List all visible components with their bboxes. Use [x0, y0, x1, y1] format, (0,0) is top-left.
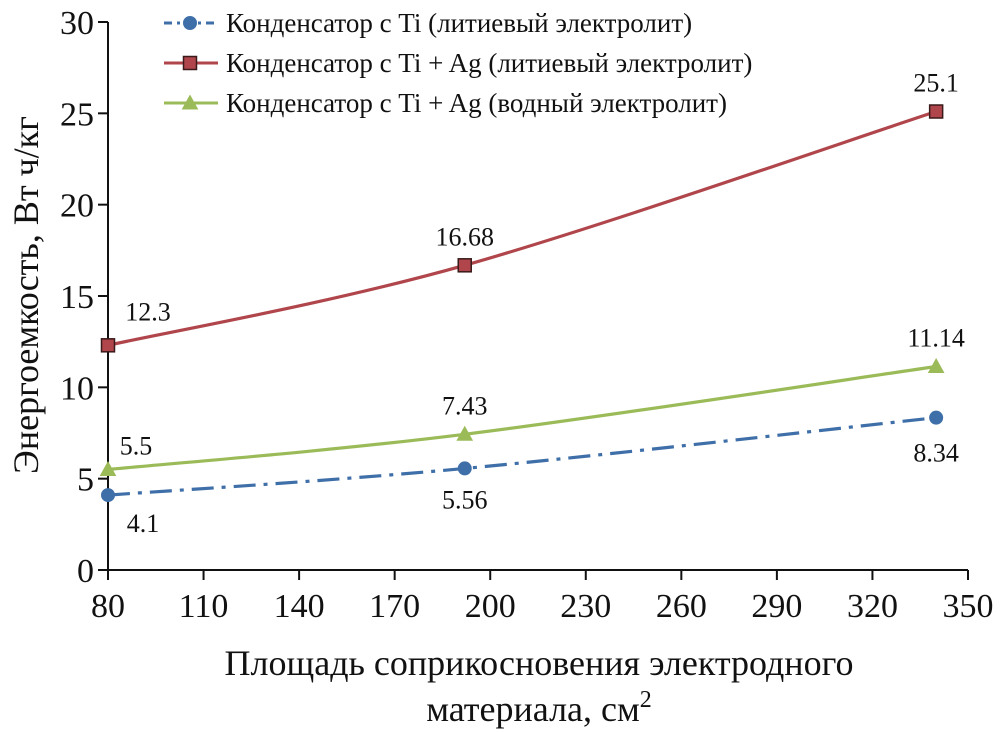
x-tick-label: 110: [179, 588, 229, 625]
legend-marker: [182, 55, 198, 71]
data-point: [456, 425, 474, 441]
data-point: [927, 357, 945, 374]
data-point: [99, 461, 117, 477]
legend-label: Конденсатор с Ti + Ag (водный электролит…: [226, 88, 727, 118]
legend-item-1: Конденсатор с Ti (литиевый электролит): [164, 8, 692, 38]
data-label: 5.5: [120, 432, 153, 461]
x-axis-title: Площадь соприкосновения электродного: [225, 643, 854, 683]
data-label: 16.68: [435, 222, 494, 251]
legend-item-2: Конденсатор с Ti + Ag (литиевый электрол…: [164, 48, 752, 78]
legend-label: Конденсатор с Ti (литиевый электролит): [226, 8, 692, 38]
data-label: 8.34: [913, 439, 959, 468]
legend-marker: [181, 94, 199, 110]
data-point: [100, 338, 116, 353]
data-label: 5.56: [442, 485, 488, 514]
data-point: [928, 104, 944, 119]
data-point: [101, 488, 115, 503]
y-tick-label: 10: [60, 370, 94, 407]
x-tick-label: 350: [943, 588, 994, 625]
series-1: 4.1 5.56 8.34: [101, 410, 959, 538]
data-point: [457, 461, 472, 476]
x-tick-label: 290: [751, 588, 802, 625]
x-tick-label: 170: [369, 588, 420, 625]
legend-item-3: Конденсатор с Ti + Ag (водный электролит…: [164, 88, 727, 118]
series-2: 12.3 16.68 25.1: [100, 69, 959, 353]
legend: Конденсатор с Ti (литиевый электролит) Ко…: [164, 8, 752, 118]
y-tick-label: 30: [60, 5, 94, 42]
data-label: 4.1: [127, 509, 160, 538]
data-point: [929, 410, 944, 425]
y-tick-label: 0: [77, 553, 94, 590]
y-tick-label: 15: [60, 279, 94, 316]
legend-marker: [183, 16, 197, 30]
x-tick-label: 230: [560, 588, 611, 625]
legend-label: Конденсатор с Ti + Ag (литиевый электрол…: [226, 48, 752, 78]
x-axis-title-unit: материала, см: [426, 689, 640, 729]
x-tick-label: 200: [465, 588, 516, 625]
series-line: [107, 109, 937, 347]
x-tick-label: 140: [274, 588, 325, 625]
x-tick-label: 80: [91, 588, 125, 625]
series-3: 5.5 7.43 11.14: [99, 324, 965, 477]
data-label: 25.1: [913, 69, 959, 98]
axes: 0 5 10 15 20 25 30 80 110 140 170 200 230 260 290 320 35…: [60, 5, 994, 625]
series-line: [107, 364, 937, 472]
x-axis-title-sup: 2: [640, 687, 652, 713]
x-axis-title-line2: материала, см2: [426, 687, 652, 729]
y-tick-label: 25: [60, 96, 94, 133]
data-point: [457, 258, 472, 273]
series-line: [107, 416, 937, 497]
data-label: 12.3: [125, 297, 171, 326]
y-axis-title: Энергоемкость, Вт ч/кг: [6, 116, 46, 474]
y-tick-label: 5: [77, 462, 94, 499]
x-tick-label: 260: [656, 588, 707, 625]
data-label: 11.14: [907, 324, 965, 353]
x-tick-label: 320: [847, 588, 898, 625]
series-layer: 4.1 5.56 8.34 12.3 16.68 25.1 5.5 7.43 11.14: [99, 69, 965, 538]
data-label: 7.43: [442, 391, 488, 420]
y-tick-label: 20: [60, 188, 94, 225]
